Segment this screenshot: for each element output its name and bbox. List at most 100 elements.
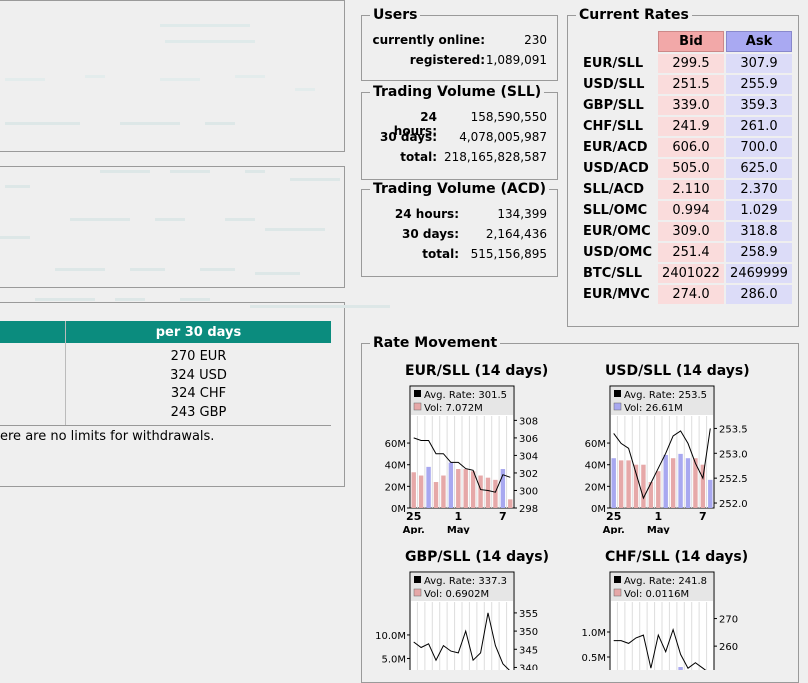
right-tick-label: 304 xyxy=(519,451,538,462)
rate-pair: SLL/ACD xyxy=(581,180,656,199)
rate-ask: 258.9 xyxy=(726,243,792,262)
x-month-label: Apr. xyxy=(403,525,425,534)
volume-bar xyxy=(634,465,638,508)
limits-bottom-rule xyxy=(0,425,331,426)
legend-rate-label: Avg. Rate: 241.8 xyxy=(624,576,707,587)
volume-bar xyxy=(412,472,416,508)
rate-pair: EUR/ACD xyxy=(581,138,656,157)
current-rates-title: Current Rates xyxy=(576,6,692,24)
rate-ask: 307.9 xyxy=(726,54,792,73)
ask-header: Ask xyxy=(726,31,792,52)
left-tick-label: 60M xyxy=(585,439,606,450)
legend-volume-swatch xyxy=(614,403,621,410)
rate-ask: 2.370 xyxy=(726,180,792,199)
rates-header-row: Bid Ask xyxy=(581,31,792,52)
sll-30d-value: 4,078,005,987 xyxy=(437,130,547,144)
users-title: Users xyxy=(370,6,420,24)
right-tick-label: 355 xyxy=(519,609,538,620)
rate-pair: CHF/SLL xyxy=(581,117,656,136)
volume-bar xyxy=(678,454,682,508)
rate-ask: 625.0 xyxy=(726,159,792,178)
legend-rate-swatch xyxy=(414,576,421,583)
left-tick-label: 0M xyxy=(391,504,406,515)
left-tick-label: 20M xyxy=(585,482,606,493)
rate-bid: 274.0 xyxy=(658,285,724,304)
right-tick-label: 253.0 xyxy=(719,449,748,460)
rate-bid: 2.110 xyxy=(658,180,724,199)
withdrawal-note: ere are no limits for withdrawals. xyxy=(0,429,214,444)
rate-bid: 0.994 xyxy=(658,201,724,220)
volume-bar xyxy=(419,476,423,508)
sll-total-value: 218,165,828,587 xyxy=(437,150,547,164)
volume-bar xyxy=(441,476,445,508)
legend-rate-label: Avg. Rate: 253.5 xyxy=(624,390,707,401)
rate-bid: 505.0 xyxy=(658,159,724,178)
limit-eur: 270 EUR xyxy=(66,348,331,367)
volume-bar xyxy=(456,469,460,508)
acd-24h-label: 24 hours: xyxy=(373,207,459,221)
left-tick-label: 0M xyxy=(591,504,606,515)
rate-bid: 309.0 xyxy=(658,222,724,241)
limits-values: 270 EUR 324 USD 324 CHF 243 GBP xyxy=(66,348,331,422)
volume-bar xyxy=(641,465,645,508)
sll-total-label: total: xyxy=(373,150,437,164)
legend-rate-swatch xyxy=(614,576,621,583)
trading-volume-sll-panel: Trading Volume (SLL) 24 hours: 158,590,5… xyxy=(361,92,558,180)
volume-bar xyxy=(434,482,438,508)
rate-pair: BTC/SLL xyxy=(581,264,656,283)
rate-bid: 2401022 xyxy=(658,264,724,283)
right-tick-label: 345 xyxy=(519,645,538,656)
right-tick-label: 252.5 xyxy=(719,474,748,485)
left-tick-label: 20M xyxy=(385,482,406,493)
left-tick-label: 40M xyxy=(385,461,406,472)
right-tick-label: 252.0 xyxy=(719,499,748,510)
rate-pair: EUR/SLL xyxy=(581,54,656,73)
left-panel-top xyxy=(0,0,345,152)
chart-title-chf-sll: CHF/SLL (14 days) xyxy=(605,549,748,565)
x-month-label: May xyxy=(647,525,670,534)
rate-pair: EUR/MVC xyxy=(581,285,656,304)
right-tick-label: 308 xyxy=(519,416,538,427)
acd-total-value: 515,156,895 xyxy=(459,247,547,261)
limit-gbp: 243 GBP xyxy=(66,404,331,423)
x-tick-label: 1 xyxy=(654,510,662,523)
volume-bar xyxy=(708,480,712,508)
rate-ask: 286.0 xyxy=(726,285,792,304)
limit-chf: 324 CHF xyxy=(66,385,331,404)
right-tick-label: 302 xyxy=(519,469,538,480)
volume-bar xyxy=(426,467,430,508)
acd-total-label: total: xyxy=(373,247,459,261)
legend-volume-swatch xyxy=(414,403,421,410)
sll-30d-label: 30 days: xyxy=(373,130,437,144)
volume-bar xyxy=(664,455,668,508)
x-tick-label: 7 xyxy=(499,510,507,523)
acd-30d-label: 30 days: xyxy=(373,227,459,241)
legend-rate-label: Avg. Rate: 301.5 xyxy=(424,390,507,401)
volume-bar xyxy=(686,458,690,508)
volume-bar xyxy=(671,458,675,508)
rate-bid: 251.5 xyxy=(658,75,724,94)
x-month-label: May xyxy=(447,525,470,534)
volume-bar xyxy=(656,471,660,508)
rate-bid: 251.4 xyxy=(658,243,724,262)
rate-ask: 255.9 xyxy=(726,75,792,94)
rate-pair: EUR/OMC xyxy=(581,222,656,241)
legend-volume-label: Vol: 0.0116M xyxy=(624,589,689,600)
left-tick-label: 5.0M xyxy=(381,654,406,665)
rate-bid: 241.9 xyxy=(658,117,724,136)
right-tick-label: 350 xyxy=(519,627,538,638)
rate-bid: 606.0 xyxy=(658,138,724,157)
trading-volume-sll-title: Trading Volume (SLL) xyxy=(370,83,544,101)
